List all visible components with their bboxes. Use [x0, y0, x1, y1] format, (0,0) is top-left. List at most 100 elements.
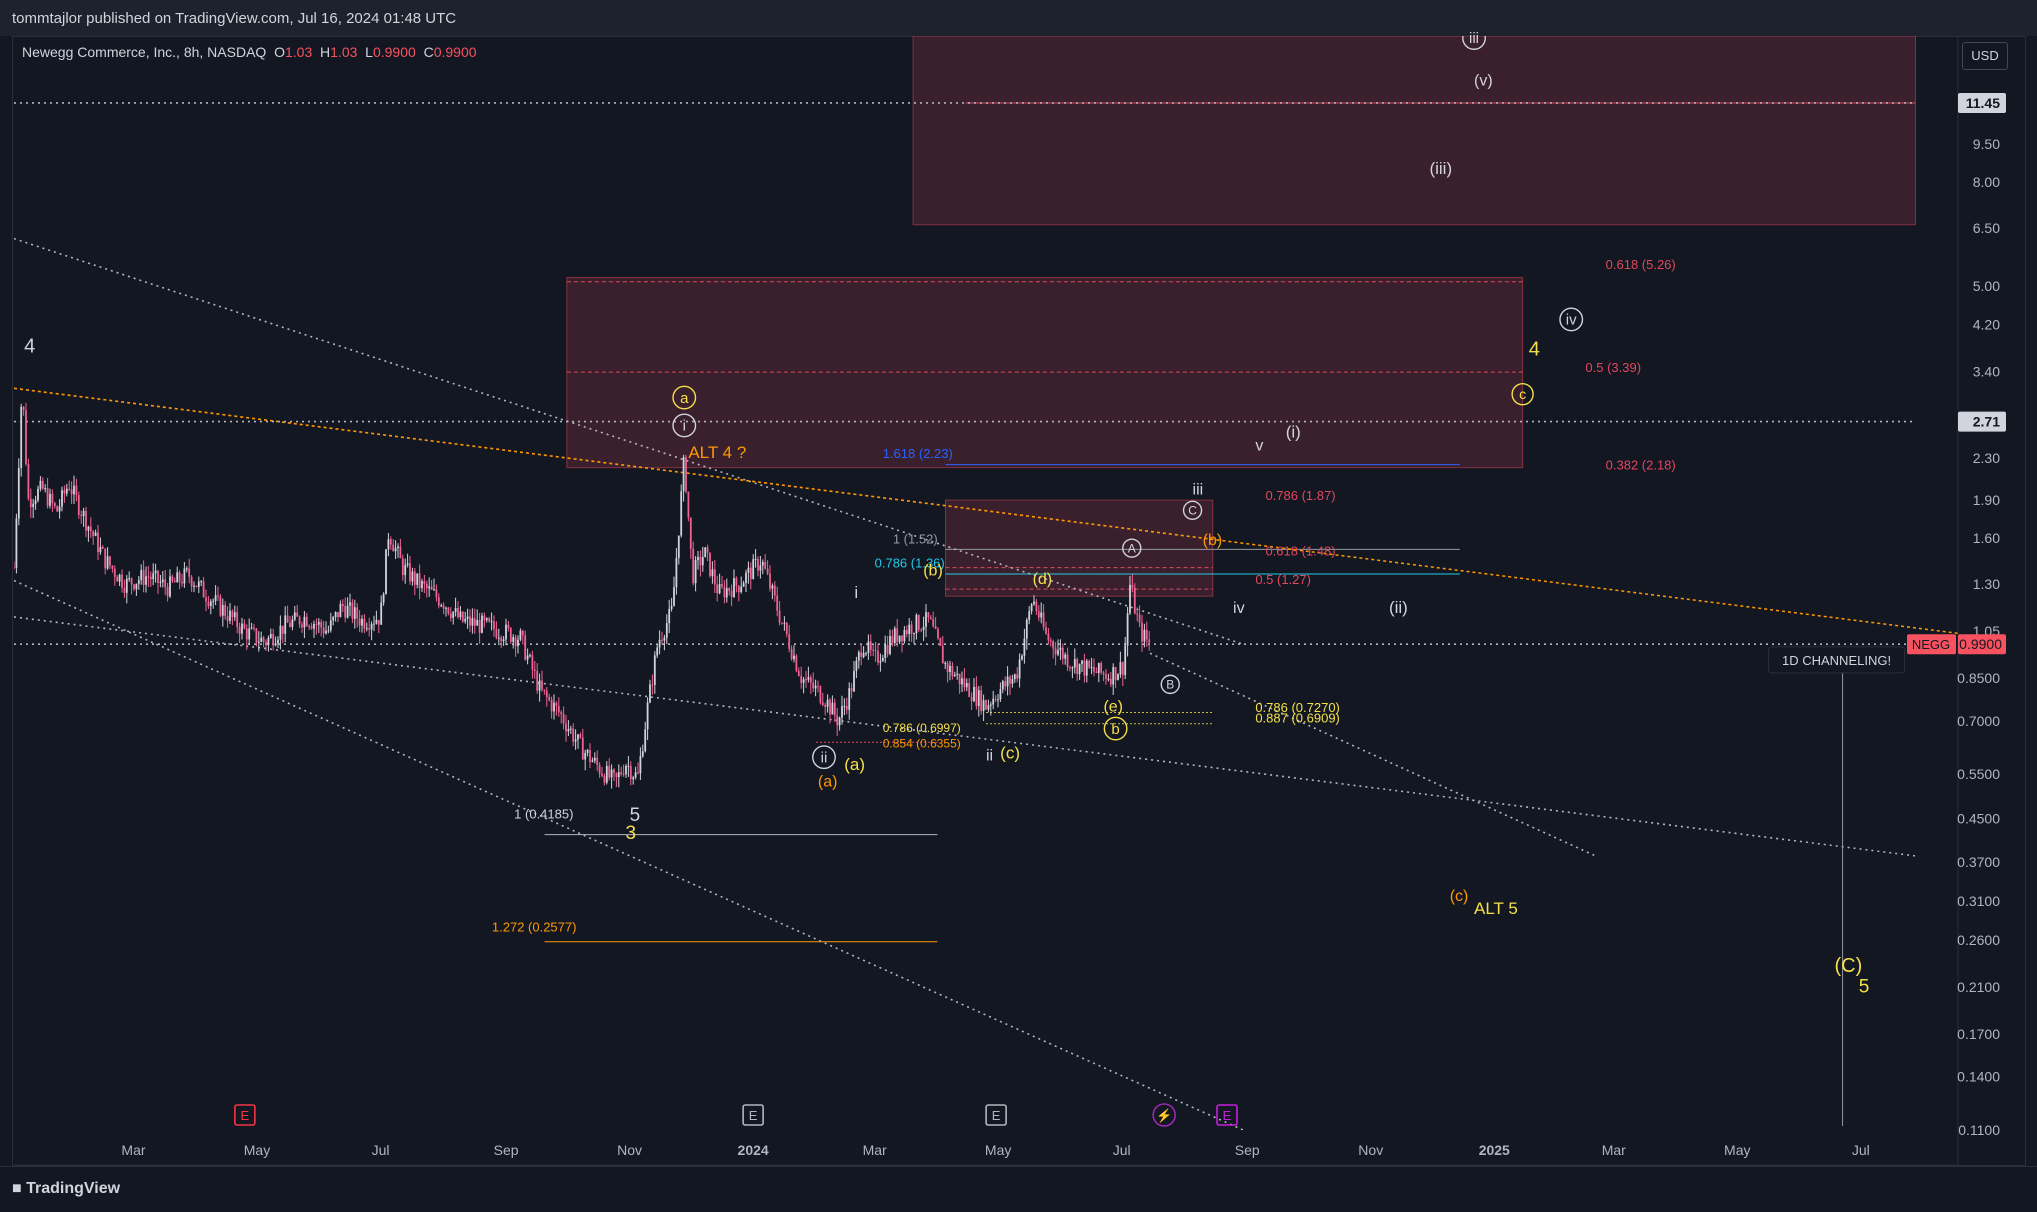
- candle-body: [320, 621, 323, 628]
- candle-body: [713, 569, 716, 585]
- candle-body: [797, 670, 800, 676]
- candle-body: [785, 622, 788, 635]
- candle-body: [697, 556, 699, 561]
- candle-body: [833, 702, 836, 716]
- wave-label-circle: [812, 745, 836, 770]
- candle-body: [898, 635, 901, 642]
- candle-body: [1095, 671, 1098, 674]
- candle-body: [1083, 660, 1086, 676]
- candle-body: [997, 699, 999, 701]
- wave-label: (ii): [1389, 598, 1408, 617]
- earnings-icon: [985, 1104, 1007, 1126]
- candle-body: [1088, 660, 1091, 668]
- wave-label: a: [680, 390, 689, 407]
- candle-body: [680, 491, 683, 536]
- price-tick-label: 9.50: [1973, 136, 2000, 152]
- candle-body: [788, 634, 791, 650]
- candle-body: [855, 660, 858, 671]
- time-tick-label: Jul: [1113, 1142, 1131, 1158]
- tradingview-logo[interactable]: ■ TradingView: [12, 1180, 120, 1198]
- candle-body: [521, 630, 524, 636]
- trend-line: [14, 616, 1916, 857]
- candle-body: [538, 680, 541, 691]
- candle-body: [865, 652, 867, 654]
- candle-body: [905, 630, 908, 635]
- candle-body: [565, 723, 567, 732]
- candle-body: [99, 546, 102, 553]
- candle-body: [615, 773, 618, 777]
- price-tag-bg: [1958, 411, 2006, 432]
- candle-body: [814, 685, 817, 689]
- candle-body: [956, 673, 959, 675]
- candle-body: [903, 630, 906, 642]
- candle-body: [728, 588, 731, 591]
- wave-label: iv: [1233, 600, 1245, 617]
- candle-body: [555, 702, 558, 706]
- time-tick-label: Mar: [121, 1142, 145, 1158]
- time-tick-label: May: [985, 1142, 1011, 1158]
- wave-label: b: [1111, 721, 1119, 738]
- candle-body: [644, 729, 647, 752]
- trend-line: [14, 579, 1244, 1130]
- candle-body: [502, 639, 505, 642]
- candle-body: [977, 690, 980, 706]
- candle-body: [202, 581, 205, 598]
- candle-body: [301, 624, 303, 628]
- candle-body: [951, 665, 954, 677]
- candle-body: [509, 628, 512, 642]
- wave-label: (b): [1203, 532, 1223, 549]
- candle-body: [545, 690, 548, 697]
- candle-body: [949, 665, 951, 673]
- candle-body: [1064, 654, 1067, 659]
- price-tick-label: 0.3700: [1957, 854, 2000, 870]
- candle-body: [891, 635, 894, 644]
- candle-body: [658, 639, 661, 648]
- candle-body: [749, 567, 752, 580]
- candle-body: [824, 704, 827, 707]
- candle-body: [531, 655, 534, 670]
- candle-body: [831, 702, 834, 715]
- candle-body: [82, 510, 85, 517]
- candle-body: [548, 696, 551, 700]
- candle-body: [994, 698, 997, 700]
- candle-body: [310, 626, 313, 629]
- wave-label: 0.786 (0.7270): [1255, 700, 1340, 715]
- wave-label: 0.382 (2.18): [1606, 458, 1676, 473]
- candle-body: [130, 578, 133, 585]
- candle-body: [673, 587, 675, 607]
- candle-body: [123, 587, 126, 593]
- candle-body: [939, 638, 942, 646]
- candle-body: [226, 616, 229, 621]
- time-tick-label: Sep: [1235, 1142, 1260, 1158]
- time-tick-label: May: [1724, 1142, 1750, 1158]
- candle-body: [836, 715, 839, 726]
- candle-body: [147, 576, 150, 578]
- candle-body: [761, 562, 764, 566]
- candle-body: [375, 619, 378, 624]
- candle-body: [363, 618, 366, 629]
- candle-body: [1001, 681, 1004, 690]
- candle-body: [809, 677, 812, 683]
- candle-body: [613, 769, 615, 774]
- candle-body: [382, 594, 385, 603]
- currency-button[interactable]: USD: [1962, 42, 2008, 70]
- candle-body: [617, 772, 620, 777]
- candle-body: [917, 615, 920, 630]
- candle-body: [1085, 660, 1088, 676]
- candle-body: [190, 576, 193, 587]
- open-value: 1.03: [284, 44, 313, 60]
- last-price-tag-bg: [1958, 634, 2006, 655]
- candle-body: [735, 578, 738, 586]
- candle-body: [46, 488, 49, 506]
- candle-body: [385, 549, 387, 595]
- candle-body: [553, 702, 555, 712]
- candle-body: [821, 702, 824, 705]
- candle-body: [805, 679, 807, 681]
- wave-label: ii: [986, 748, 993, 765]
- candle-body: [1071, 667, 1074, 669]
- candle-body: [459, 611, 462, 618]
- candle-body: [557, 705, 560, 713]
- wave-label: (iii): [1429, 159, 1452, 178]
- wave-label: 5: [630, 805, 641, 826]
